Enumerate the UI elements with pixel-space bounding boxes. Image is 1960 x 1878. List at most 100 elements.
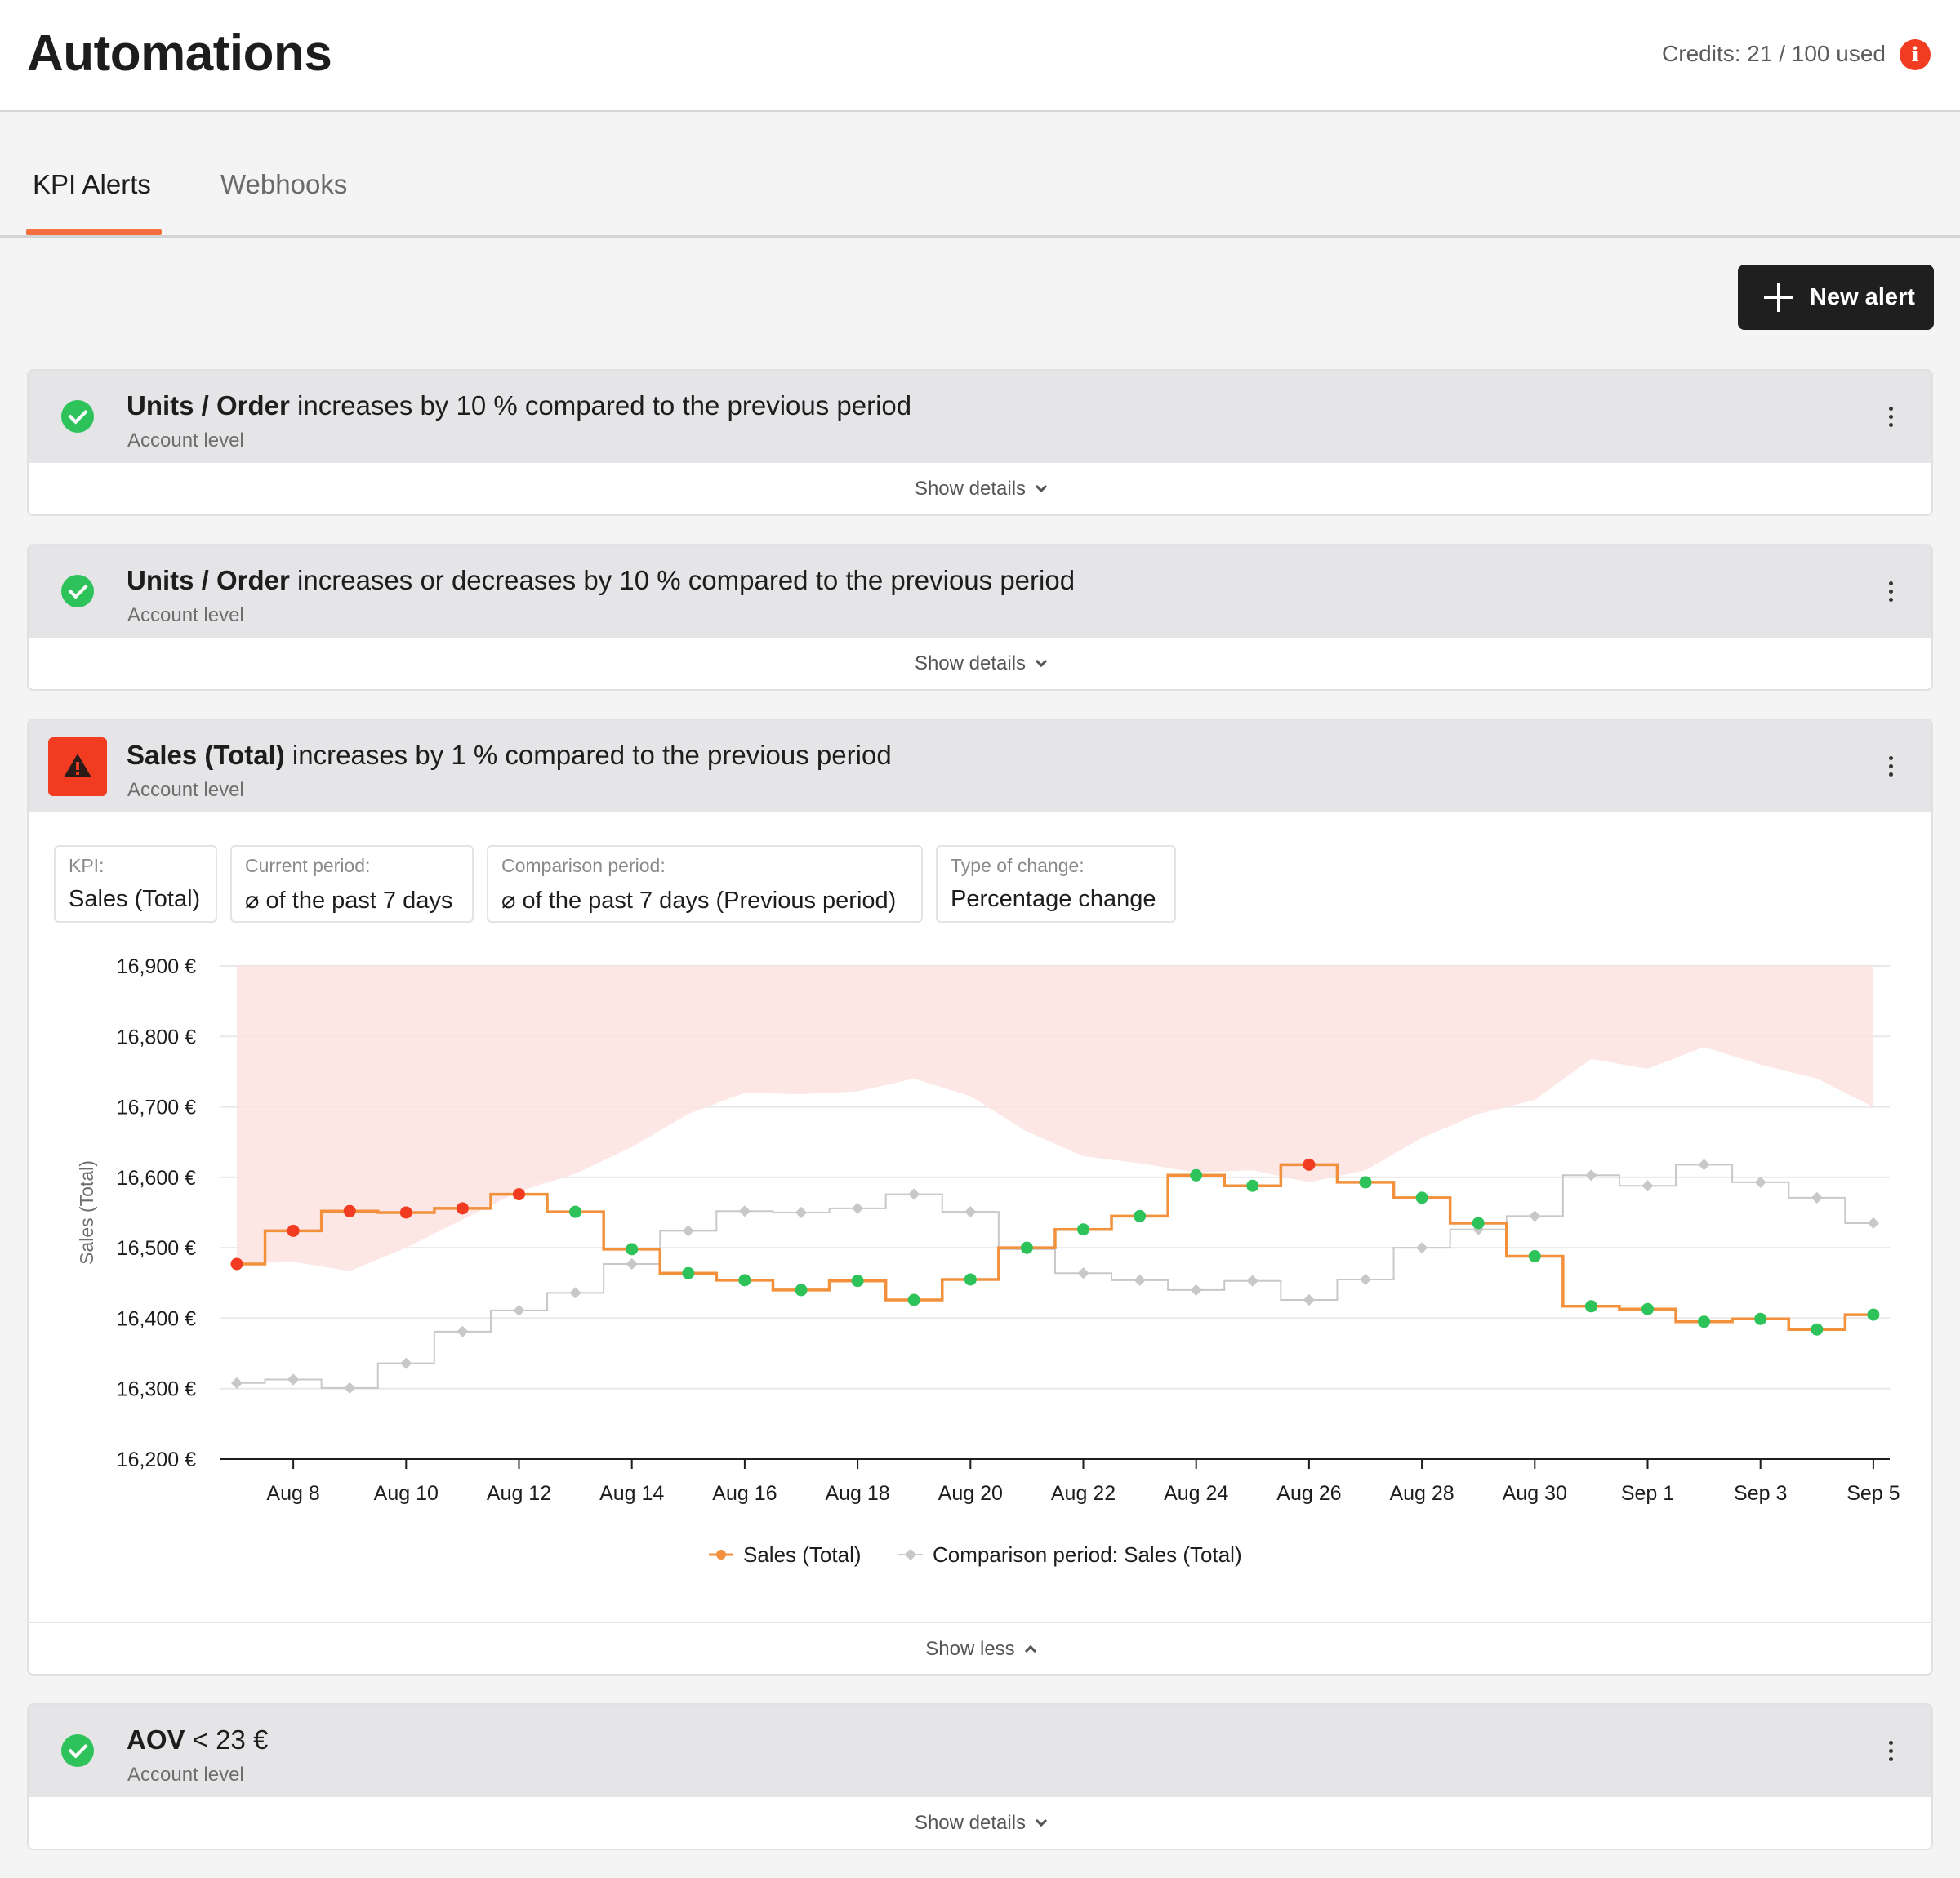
alert-header[interactable]: Sales (Total) increases by 1 % compared … [29, 720, 1931, 812]
ok-point [964, 1273, 977, 1286]
x-tick-label: Aug 8 [266, 1482, 319, 1505]
alert-kpi: Sales (Total) [127, 740, 285, 770]
more-options-icon[interactable] [1885, 754, 1896, 779]
x-tick-label: Aug 18 [825, 1482, 889, 1505]
comparison-point [1867, 1217, 1879, 1230]
ok-point [682, 1266, 695, 1279]
alert-header[interactable]: Units / Order increases or decreases by … [29, 545, 1931, 638]
y-axis-label: Sales (Total) [76, 1160, 97, 1265]
show-details-button[interactable]: Show details [29, 463, 1931, 514]
new-alert-button[interactable]: New alert [1738, 265, 1934, 330]
comparison-point [1811, 1191, 1823, 1204]
comparison-point [682, 1225, 694, 1237]
more-options-icon[interactable] [1885, 1739, 1896, 1764]
alert-title: Units / Order increases by 10 % compared… [127, 390, 911, 421]
alert-kpi: Units / Order [127, 565, 290, 595]
detail-value: ⌀ of the past 7 days [245, 888, 453, 914]
ok-point [795, 1284, 808, 1297]
comparison-point [852, 1202, 864, 1214]
more-options-icon[interactable] [1885, 405, 1896, 429]
alert-point [399, 1206, 412, 1219]
ok-point [851, 1275, 864, 1288]
tab-webhooks[interactable]: Webhooks [220, 169, 348, 199]
show-less-label: Show less [925, 1638, 1015, 1660]
ok-point [1077, 1223, 1089, 1236]
detail-chip-comparison-period: Comparison period: ⌀ of the past 7 days … [487, 845, 923, 923]
chevron-up-icon [1024, 1644, 1036, 1657]
ok-point [1020, 1241, 1033, 1254]
x-tick-label: Aug 24 [1164, 1482, 1228, 1505]
alert-title: Units / Order increases or decreases by … [127, 565, 1075, 596]
show-details-label: Show details [914, 1812, 1027, 1834]
ok-point [907, 1293, 920, 1306]
x-tick-label: Aug 30 [1503, 1482, 1567, 1505]
chevron-down-icon [1035, 480, 1048, 492]
comparison-point [1246, 1275, 1258, 1287]
comparison-point [287, 1373, 300, 1386]
x-tick-label: Aug 12 [487, 1482, 551, 1505]
threshold-band [237, 966, 1873, 1271]
y-tick-label: 16,700 € [117, 1097, 196, 1119]
ok-point [1359, 1176, 1372, 1189]
legend-sales-label: Sales (Total) [743, 1542, 862, 1567]
detail-label: Comparison period: [501, 855, 666, 876]
ok-point [1811, 1323, 1824, 1336]
x-tick-label: Sep 3 [1734, 1482, 1787, 1505]
chevron-down-icon [1035, 1814, 1048, 1827]
alert-point [513, 1188, 525, 1201]
ok-point [1584, 1300, 1597, 1313]
alert-header[interactable]: Units / Order increases by 10 % compared… [29, 371, 1931, 463]
comparison-point [1190, 1284, 1202, 1296]
show-details-button[interactable]: Show details [29, 1797, 1931, 1849]
alert-point [230, 1257, 243, 1271]
chevron-down-icon [1035, 655, 1048, 667]
new-alert-label: New alert [1810, 284, 1915, 310]
ok-point [1134, 1209, 1147, 1222]
comparison-point [513, 1304, 525, 1317]
check-circle-icon [61, 400, 94, 433]
comparison-point [908, 1188, 920, 1200]
alert-point [456, 1202, 469, 1215]
detail-label: Current period: [245, 855, 371, 876]
alert-condition: increases by 1 % compared to the previou… [284, 740, 892, 770]
x-tick-label: Aug 10 [374, 1482, 439, 1505]
alert-card: Units / Order increases by 10 % compared… [27, 369, 1933, 516]
alert-kpi: AOV [127, 1724, 185, 1755]
more-options-icon[interactable] [1885, 580, 1896, 604]
tab-bar: KPI Alerts Webhooks [0, 112, 1960, 238]
active-tab-indicator [26, 229, 162, 235]
show-details-label: Show details [914, 652, 1027, 674]
alert-point [343, 1204, 356, 1217]
detail-label: Type of change: [951, 855, 1085, 876]
info-icon[interactable]: i [1900, 39, 1931, 70]
y-tick-label: 16,300 € [117, 1378, 196, 1401]
alert-card: Units / Order increases or decreases by … [27, 544, 1933, 691]
x-tick-label: Aug 16 [712, 1482, 777, 1505]
plus-icon [1762, 281, 1795, 314]
ok-point [1472, 1217, 1485, 1230]
comparison-point [1077, 1267, 1089, 1279]
y-tick-label: 16,400 € [117, 1307, 196, 1330]
alert-header[interactable]: AOV < 23 € Account level [29, 1705, 1931, 1797]
y-tick-label: 16,800 € [117, 1026, 196, 1048]
x-tick-label: Sep 5 [1846, 1482, 1900, 1505]
comparison-point [795, 1206, 808, 1219]
comparison-point [738, 1205, 751, 1217]
legend-comparison-label: Comparison period: Sales (Total) [933, 1542, 1242, 1567]
alert-level: Account level [127, 779, 244, 801]
show-details-label: Show details [914, 478, 1027, 500]
ok-point [1867, 1308, 1880, 1321]
show-details-button[interactable]: Show details [29, 638, 1931, 689]
alert-title: Sales (Total) increases by 1 % compared … [127, 740, 892, 771]
ok-point [738, 1274, 751, 1287]
comparison-point [1585, 1169, 1597, 1182]
comparison-point [964, 1206, 977, 1218]
legend-comparison-marker [904, 1548, 917, 1561]
show-less-button[interactable]: Show less [29, 1623, 1931, 1674]
alert-condition: increases by 10 % compared to the previo… [289, 390, 912, 421]
y-tick-label: 16,600 € [117, 1167, 196, 1190]
x-tick-label: Aug 28 [1389, 1482, 1454, 1505]
comparison-point [1529, 1210, 1541, 1222]
tab-kpi-alerts[interactable]: KPI Alerts [33, 169, 151, 199]
x-tick-label: Aug 14 [599, 1482, 664, 1505]
